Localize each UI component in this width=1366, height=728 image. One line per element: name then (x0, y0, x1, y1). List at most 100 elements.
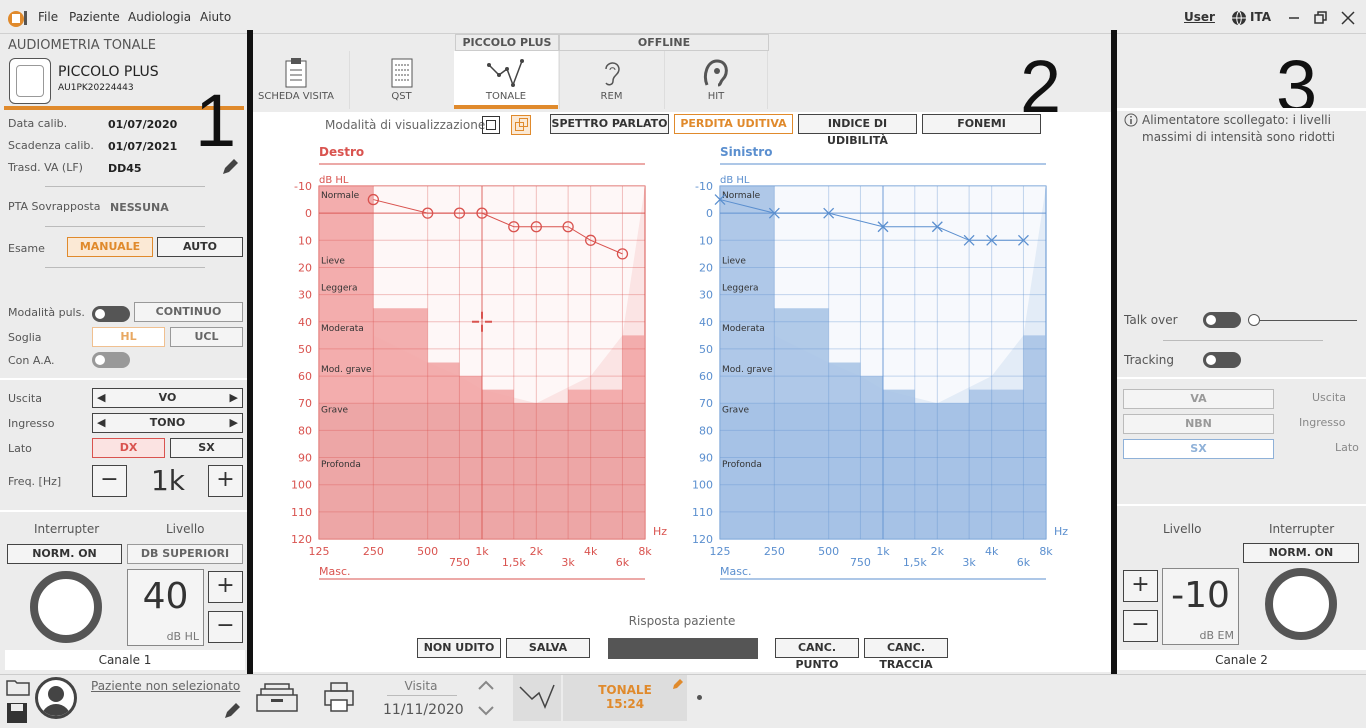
y-tick-label: 120 (692, 533, 713, 546)
data-point (931, 221, 943, 233)
nbn-button[interactable]: NBN (1123, 414, 1274, 434)
menu-aiuto[interactable]: Aiuto (200, 10, 232, 24)
divider (45, 267, 205, 268)
aa-toggle[interactable] (92, 352, 130, 368)
level-display: 40 dB HL (127, 569, 204, 646)
y-tick-label: -10 (294, 180, 312, 193)
va-button[interactable]: VA (1123, 389, 1274, 409)
canc-punto-button[interactable]: CANC. PUNTO (775, 638, 859, 671)
x-tick-label: 1k (876, 545, 890, 558)
livello-label-right: Livello (1163, 522, 1202, 536)
tracking-toggle[interactable] (1203, 352, 1241, 368)
close-icon[interactable] (1341, 11, 1355, 25)
view-mode-label: Modalità di visualizzazione (325, 118, 486, 132)
tab-scheda-visita[interactable]: SCHEDA VISITA (244, 51, 348, 109)
interrupter-knob[interactable] (30, 571, 102, 643)
chevron-up-icon[interactable] (476, 677, 496, 693)
menu-audiologia[interactable]: Audiologia (128, 10, 192, 24)
tab-hit[interactable]: HIT (664, 51, 768, 109)
level-value-right: -10 (1171, 575, 1230, 616)
edit-pencil-icon[interactable] (220, 157, 240, 177)
masc-label: Masc. (319, 565, 351, 578)
divider (0, 510, 248, 512)
livello-label: Livello (166, 522, 205, 536)
x-tick-label: 8k (638, 545, 652, 558)
ingresso-selector[interactable]: ◀ TONO ▶ (92, 413, 243, 433)
sx-button[interactable]: SX (170, 438, 243, 458)
interrupter-button[interactable]: NORM. ON (7, 544, 122, 564)
freq-label: Freq. [Hz] (8, 475, 62, 488)
menu-file[interactable]: File (38, 10, 59, 24)
freq-plus-button[interactable]: + (208, 465, 243, 497)
talk-over-slider[interactable] (1251, 320, 1357, 321)
y-tick-label: 0 (305, 207, 312, 220)
ucl-button[interactable]: UCL (170, 327, 243, 347)
level-plus-button-right[interactable]: + (1123, 570, 1158, 602)
continuo-button[interactable]: CONTINUO (134, 302, 243, 322)
data-point (823, 207, 835, 219)
arrow-left-icon[interactable]: ◀ (97, 391, 106, 404)
pencil-icon[interactable] (671, 677, 685, 691)
data-point (476, 207, 488, 219)
arrow-right-icon[interactable]: ▶ (229, 391, 238, 404)
single-view-icon[interactable] (482, 116, 500, 134)
dx-button[interactable]: DX (92, 438, 165, 458)
x-tick-label: 4k (985, 545, 999, 558)
edit-patient-icon[interactable] (222, 699, 244, 721)
salva-button[interactable]: SALVA (506, 638, 590, 658)
x-tick-label: 1k (475, 545, 489, 558)
menu-paziente[interactable]: Paziente (69, 10, 120, 24)
fonemi-button[interactable]: FONEMI (922, 114, 1041, 134)
talk-over-toggle[interactable] (1203, 312, 1241, 328)
puls-toggle[interactable] (92, 306, 130, 322)
uscita-selector[interactable]: ◀ VO ▶ (92, 388, 243, 408)
spettro-parlato-button[interactable]: SPETTRO PARLATO (550, 114, 669, 134)
uscita-value: VO (158, 391, 177, 404)
save-icon[interactable] (6, 702, 28, 724)
slider-handle[interactable] (1248, 314, 1260, 326)
channel-2-label: Canale 2 (1117, 650, 1366, 670)
audiogram-icon (519, 684, 555, 709)
patient-link[interactable]: Paziente non selezionato (91, 679, 241, 693)
non-udito-button[interactable]: NON UDITO (417, 638, 501, 658)
auto-button[interactable]: AUTO (157, 237, 243, 257)
manuale-button[interactable]: MANUALE (67, 237, 153, 257)
dual-view-icon[interactable] (511, 115, 531, 135)
printer-icon[interactable] (323, 681, 355, 713)
minimize-icon[interactable] (1288, 12, 1300, 24)
hl-button[interactable]: HL (92, 327, 165, 347)
canc-traccia-button[interactable]: CANC. TRACCIA (864, 638, 948, 671)
sx-lato-button[interactable]: SX (1123, 439, 1274, 459)
interrupter-button-right[interactable]: NORM. ON (1243, 543, 1359, 563)
chart-title: Destro (319, 145, 364, 159)
db-superiori-button[interactable]: DB SUPERIORI (127, 544, 243, 564)
arrow-right-icon[interactable]: ▶ (229, 416, 238, 429)
indice-udibilita-button[interactable]: INDICE DI UDIBILITÀ (798, 114, 917, 147)
visita-date: 11/11/2020 (383, 702, 464, 718)
tab-tonale[interactable]: TONALE (454, 51, 558, 109)
avatar[interactable] (35, 677, 77, 719)
data-point (453, 207, 466, 219)
arrow-left-icon[interactable]: ◀ (97, 416, 106, 429)
archive-icon[interactable] (255, 681, 299, 713)
visita-label: Visita (404, 679, 438, 693)
session-card[interactable]: TONALE 15:24 (563, 675, 687, 721)
level-plus-button[interactable]: + (208, 571, 243, 603)
y-axis-label: dB HL (319, 175, 349, 186)
level-minus-button-right[interactable]: − (1123, 610, 1158, 642)
tab-qst[interactable]: QST (349, 51, 453, 109)
user-link[interactable]: User (1184, 10, 1215, 24)
separator-1 (247, 30, 253, 676)
interrupter-knob-right[interactable] (1265, 568, 1337, 640)
freq-minus-button[interactable]: − (92, 465, 127, 497)
session-type-icon[interactable] (513, 675, 561, 721)
globe-icon[interactable] (1231, 10, 1247, 26)
language-label[interactable]: ITA (1250, 10, 1272, 24)
level-minus-button[interactable]: − (208, 611, 243, 643)
folder-open-icon[interactable] (6, 677, 32, 697)
perdita-uditiva-button[interactable]: PERDITA UDITIVA (674, 114, 793, 134)
restore-icon[interactable] (1314, 11, 1328, 25)
chevron-down-icon[interactable] (476, 703, 496, 719)
tab-rem[interactable]: REM (559, 51, 663, 109)
